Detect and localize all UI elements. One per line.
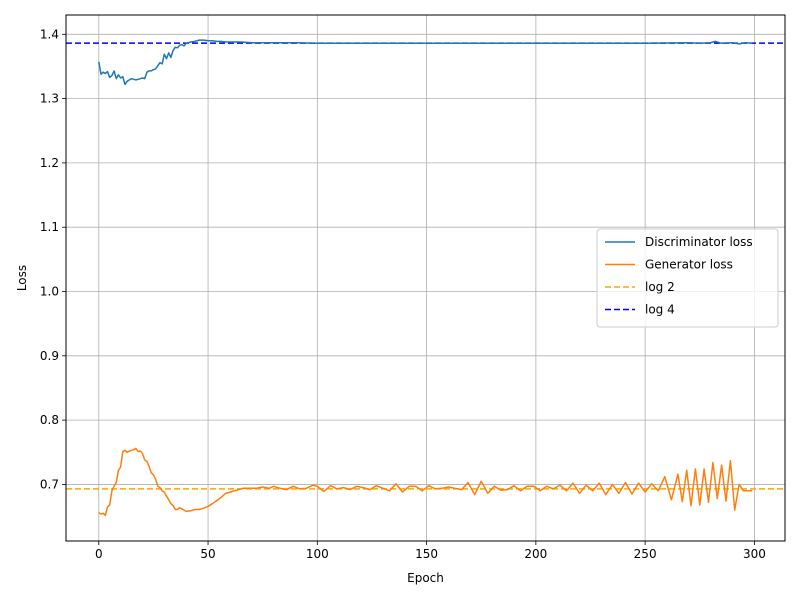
- legend-box: [596, 228, 779, 328]
- y-tick-label: 1.3: [40, 92, 59, 106]
- ticks: 0 50 100 150 200 250 300 0.7 0.8 0.9 1.0 1.1 1.2 1.3 1…: [40, 27, 766, 561]
- y-tick-label: 1.1: [40, 220, 59, 234]
- y-tick-label: 1.4: [40, 27, 59, 41]
- x-tick-label: 100: [306, 547, 329, 561]
- x-tick-label: 200: [524, 547, 547, 561]
- legend-entry: log 2: [645, 280, 675, 294]
- y-tick-label: 1.0: [40, 285, 59, 299]
- x-tick-label: 300: [743, 547, 766, 561]
- series-line-generator-loss: [98, 447, 753, 517]
- axes-frame: [65, 14, 786, 542]
- x-tick-label: 0: [95, 547, 103, 561]
- x-tick-label: 50: [200, 547, 215, 561]
- legend-entry: Generator loss: [645, 258, 733, 272]
- y-tick-label: 0.9: [40, 349, 59, 363]
- x-axis-label: Epoch: [407, 571, 444, 585]
- x-tick-label: 150: [415, 547, 438, 561]
- x-tick-label: 250: [634, 547, 657, 561]
- legend-entry: log 4: [645, 303, 675, 317]
- legend: Discriminator loss Generator loss log 2 log…: [596, 228, 779, 328]
- y-tick-label: 1.2: [40, 156, 59, 170]
- y-tick-label: 0.8: [40, 413, 59, 427]
- legend-entry: Discriminator loss: [645, 235, 753, 249]
- y-tick-label: 0.7: [40, 477, 59, 491]
- series-line-discriminator-loss: [98, 39, 753, 86]
- y-axis-label: Loss: [15, 265, 29, 291]
- series-layer: [66, 39, 785, 517]
